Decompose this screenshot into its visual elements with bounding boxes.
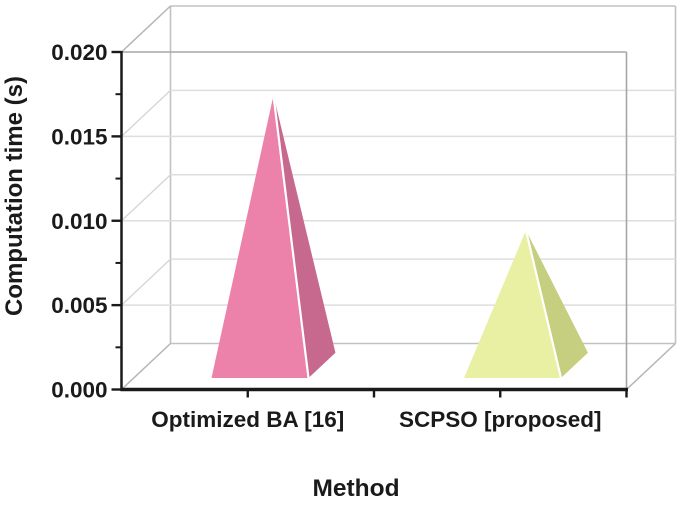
pyramid-side-face-scpso — [525, 230, 588, 378]
y-tick-label: 0.000 — [51, 378, 107, 403]
gridline-leftwall-diagonal — [121, 89, 171, 137]
x-category-label: Optimized BA [16] — [151, 407, 344, 432]
corner-diagonal-bottom-left — [120, 342, 172, 391]
corner-diagonal-top-left — [120, 5, 172, 53]
pyramid-edge-highlight-scpso — [524, 230, 563, 379]
pyramid-front-face-optimized-ba — [211, 95, 309, 378]
pyramid-front-face-scpso — [464, 230, 561, 378]
y-axis-title: Computation time (s) — [1, 76, 28, 316]
pyramid-edge-highlight-optimized-ba — [272, 95, 310, 379]
y-tick-label: 0.020 — [51, 40, 107, 65]
y-tick-label: 0.015 — [51, 124, 107, 149]
gridline-leftwall-diagonal — [121, 174, 171, 222]
x-axis-title: Method — [312, 475, 399, 502]
corner-diagonal-bottom-right — [625, 342, 677, 391]
x-category-label: SCPSO [proposed] — [399, 407, 602, 432]
y-tick-label: 0.005 — [51, 293, 107, 318]
gridline-leftwall-diagonal — [121, 258, 171, 306]
y-tick-label: 0.010 — [51, 209, 107, 234]
pyramid-side-face-optimized-ba — [273, 95, 336, 378]
